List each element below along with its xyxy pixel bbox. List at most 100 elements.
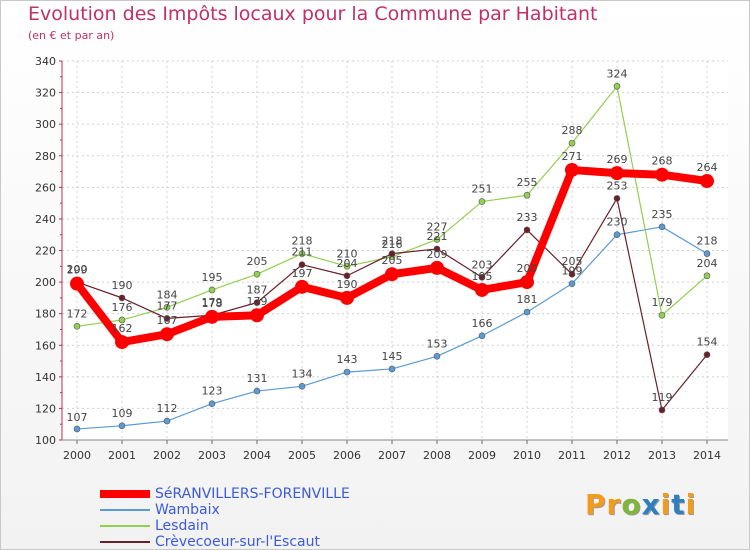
data-point-cr-vecoeur-sur-l-escaut — [703, 351, 711, 359]
data-point-wambaix — [298, 383, 306, 390]
data-point-wambaix — [478, 332, 486, 340]
data-point-s-ranvillers-forenville — [610, 166, 624, 181]
logo-letter: r — [606, 488, 622, 521]
data-point-cr-vecoeur-sur-l-escaut — [343, 272, 351, 280]
y-tick-label: 200 — [35, 276, 56, 289]
data-label: 162 — [112, 322, 133, 335]
data-label: 181 — [517, 293, 538, 306]
data-label: 143 — [337, 353, 358, 366]
y-tick-label: 340 — [35, 55, 56, 68]
data-point-cr-vecoeur-sur-l-escaut — [613, 195, 621, 202]
x-tick-label: 2002 — [153, 449, 181, 462]
x-tick-label: 2014 — [693, 449, 721, 462]
data-point-wambaix — [703, 250, 711, 257]
data-label: 195 — [472, 270, 493, 283]
proxiti-logo: Proxiti — [585, 488, 696, 521]
data-label: 227 — [427, 220, 448, 233]
x-tick-label: 2010 — [513, 449, 541, 462]
data-label: 210 — [337, 247, 358, 260]
y-tick-label: 180 — [35, 308, 56, 321]
data-label: 153 — [427, 337, 448, 350]
data-label: 288 — [562, 124, 583, 137]
data-point-cr-vecoeur-sur-l-escaut — [523, 226, 531, 234]
legend-swatch — [100, 525, 150, 527]
legend-swatch — [100, 490, 150, 498]
x-tick-label: 2003 — [198, 449, 226, 462]
data-point-lesdain — [523, 191, 531, 199]
y-tick-label: 300 — [35, 118, 56, 131]
data-label: 204 — [337, 257, 358, 270]
data-label: 200 — [67, 263, 88, 276]
data-point-s-ranvillers-forenville — [160, 327, 174, 342]
data-point-cr-vecoeur-sur-l-escaut — [388, 250, 396, 257]
logo-letter: i — [685, 488, 697, 521]
data-point-s-ranvillers-forenville — [430, 260, 444, 275]
y-tick-label: 280 — [35, 150, 56, 163]
data-label: 190 — [112, 279, 133, 292]
data-point-cr-vecoeur-sur-l-escaut — [433, 245, 441, 253]
y-tick-label: 160 — [35, 339, 56, 352]
legend-label: SéRANVILLERS-FORENVILLE — [155, 486, 350, 502]
x-tick-label: 2005 — [288, 449, 316, 462]
data-point-s-ranvillers-forenville — [340, 290, 354, 305]
data-point-wambaix — [163, 417, 171, 425]
data-point-s-ranvillers-forenville — [520, 275, 534, 290]
legend: SéRANVILLERS-FORENVILLE Wambaix Lesdain Crè… — [100, 486, 350, 550]
chart-title: Evolution des Impôts locaux pour la Comm… — [28, 3, 598, 25]
data-point-s-ranvillers-forenville — [700, 174, 714, 189]
data-label: 221 — [427, 230, 448, 243]
data-label: 195 — [202, 271, 223, 284]
data-point-wambaix — [388, 365, 396, 373]
data-point-lesdain — [253, 270, 261, 278]
data-label: 271 — [562, 150, 583, 163]
data-point-lesdain — [343, 262, 351, 270]
grid — [62, 60, 728, 441]
legend-item: Crèvecoeur-sur-l'Escaut — [100, 534, 350, 550]
data-label: 107 — [67, 411, 88, 424]
x-tick-label: 2008 — [423, 449, 451, 462]
y-tick-label: 120 — [35, 402, 56, 415]
x-tick-label: 2000 — [63, 449, 91, 462]
data-label: 255 — [517, 176, 538, 189]
logo-letter: o — [621, 488, 642, 521]
data-point-cr-vecoeur-sur-l-escaut — [658, 406, 666, 414]
logo-letter: i — [660, 488, 672, 521]
y-tick-label: 220 — [35, 245, 56, 258]
data-label: 176 — [112, 301, 133, 314]
legend-item: SéRANVILLERS-FORENVILLE — [100, 486, 350, 502]
data-label: 199 — [562, 265, 583, 278]
data-point-wambaix — [73, 425, 81, 433]
data-label: 205 — [247, 255, 268, 268]
data-label: 209 — [427, 248, 448, 261]
data-point-lesdain — [208, 286, 216, 294]
data-label: 134 — [292, 367, 313, 380]
data-label: 199 — [67, 264, 88, 277]
data-point-lesdain — [118, 316, 126, 324]
data-point-wambaix — [658, 223, 666, 231]
x-tick-label: 2007 — [378, 449, 406, 462]
data-label: 167 — [157, 314, 178, 327]
data-label: 264 — [697, 161, 718, 174]
data-point-cr-vecoeur-sur-l-escaut — [118, 294, 126, 302]
legend-label: Crèvecoeur-sur-l'Escaut — [155, 534, 320, 550]
data-label: 178 — [202, 297, 223, 310]
legend-label: Wambaix — [155, 502, 220, 518]
x-tick-label: 2011 — [558, 449, 586, 462]
data-point-cr-vecoeur-sur-l-escaut — [478, 274, 486, 281]
x-tick-label: 2001 — [108, 449, 136, 462]
data-point-lesdain — [163, 304, 171, 311]
y-tick-label: 260 — [35, 181, 56, 194]
data-label: 205 — [562, 255, 583, 268]
y-tick-label: 100 — [35, 434, 56, 447]
data-point-lesdain — [613, 82, 621, 90]
data-point-s-ranvillers-forenville — [205, 309, 219, 324]
data-point-s-ranvillers-forenville — [385, 267, 399, 282]
legend-swatch — [100, 509, 150, 511]
axes: 100 120 140 160 180 200 220 240 260 280 300 320 340 2… — [35, 55, 728, 462]
data-label: 119 — [652, 391, 673, 404]
x-tick-label: 2006 — [333, 449, 361, 462]
data-label: 268 — [652, 155, 673, 168]
data-point-wambaix — [568, 280, 576, 287]
data-label: 166 — [472, 317, 493, 330]
logo-letter: x — [641, 488, 661, 521]
